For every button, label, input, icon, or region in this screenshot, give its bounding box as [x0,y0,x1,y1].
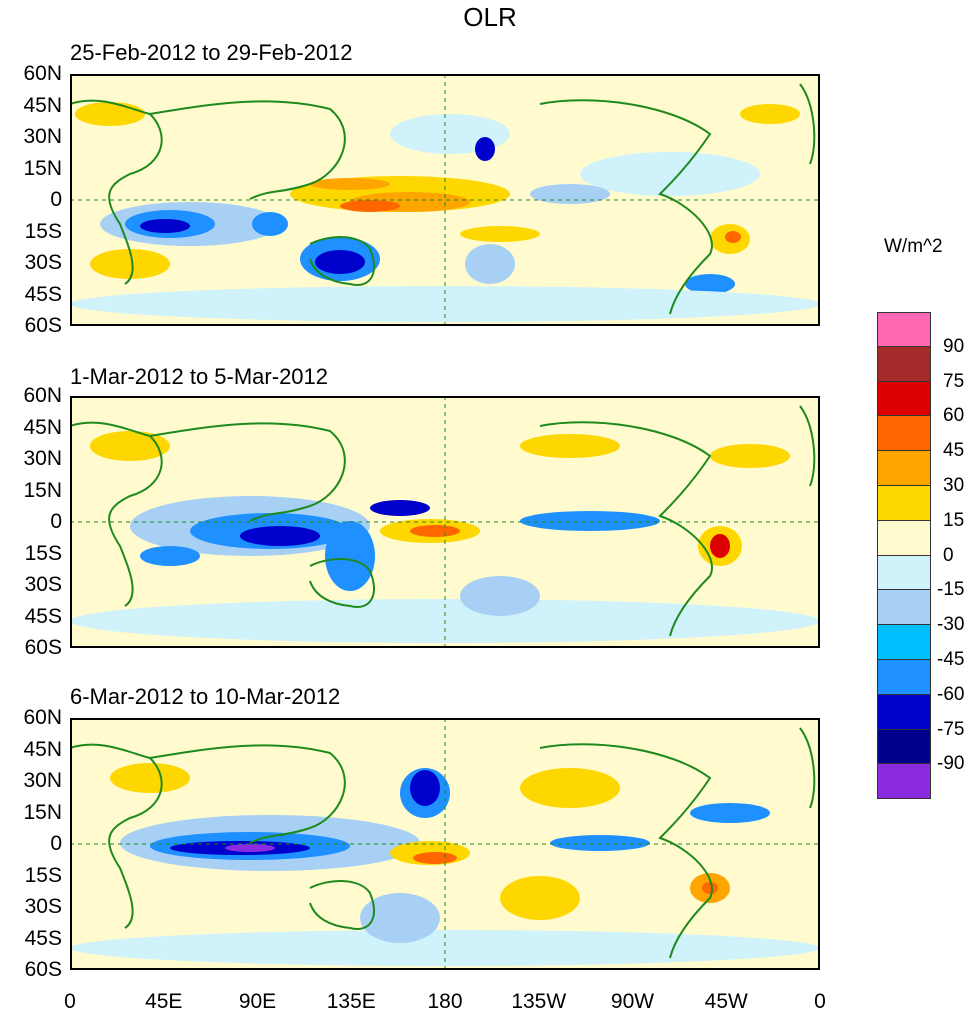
legend-swatch [877,729,931,765]
legend-label: 75 [943,370,965,392]
figure-title: OLR [463,2,517,32]
y-tick-label: 30N [23,769,62,792]
legend-label: -30 [937,614,965,636]
x-tick-label: 90E [238,990,277,1013]
panel-1-title: 25-Feb-2012 to 29-Feb-2012 [70,40,353,65]
legend-swatch [877,625,931,660]
y-tick-label: 0 [50,188,62,211]
x-tick-label: 135W [511,990,567,1013]
x-tick-label: 135E [326,990,376,1013]
legend-swatch [877,590,931,626]
legend-label: 90 [943,335,965,357]
legend-label: -45 [937,649,965,670]
y-tick-label: 45N [23,737,62,761]
x-tick-label: 0 [814,990,826,1013]
legend-label: -90 [937,753,965,775]
color-legend [877,312,931,800]
y-tick-label: 45N [23,93,62,117]
legend-swatch [877,416,931,452]
y-tick-label: 15N [23,156,62,180]
y-tick-label: 60N [23,384,62,407]
coastlines-1 [70,74,820,326]
legend-label: -75 [937,718,965,740]
y-tick-label: 30N [23,447,62,470]
legend-swatch [877,381,931,417]
y-tick-label: 45S [24,926,62,950]
legend-label: -60 [937,683,965,705]
legend-label: -15 [937,579,965,601]
legend-label: 60 [943,405,965,427]
legend-swatch [877,659,931,695]
legend-label: 0 [943,544,954,566]
legend-swatch [877,346,931,382]
legend-swatch [877,312,931,347]
legend-swatch [877,451,931,486]
legend-swatch [877,764,931,800]
y-tick-label: 30S [24,573,62,596]
y-tick-label: 15S [24,219,62,243]
y-tick-label: 45S [24,282,62,306]
y-tick-label: 15S [24,863,62,887]
y-tick-label: 30S [24,251,62,274]
panel-3-title: 6-Mar-2012 to 10-Mar-2012 [70,684,341,709]
map-panel-3 [70,718,820,970]
y-tick-label: 45S [24,604,62,628]
y-tick-label: 60N [23,62,62,85]
y-tick-label: 30N [23,125,62,148]
x-tick-label: 45E [145,990,183,1013]
y-tick-label: 15N [23,478,62,502]
x-tick-label: 90W [610,990,655,1013]
y-tick-label: 45N [23,415,62,439]
y-tick-label: 15S [24,541,62,565]
y-tick-label: 15N [23,800,62,824]
y-tick-label: 60S [24,636,62,659]
map-panel-2 [70,396,820,648]
y-tick-label: 60N [23,706,62,729]
coastlines-3 [70,718,820,970]
y-tick-label: 0 [50,510,62,533]
units-label: W/m^2 [884,236,943,257]
legend-swatch [877,694,931,730]
x-tick-label: 0 [64,990,76,1013]
legend-label: 45 [943,440,965,462]
map-panel-1 [70,74,820,326]
x-tick-label: 180 [427,990,463,1013]
legend-swatch [877,555,931,591]
y-tick-label: 60S [24,314,62,337]
legend-swatch [877,485,931,521]
panel-2-title: 1-Mar-2012 to 5-Mar-2012 [70,364,329,389]
legend-label: 30 [943,475,965,496]
legend-swatch [877,520,931,556]
legend-label: 15 [943,509,965,531]
y-tick-label: 30S [24,895,62,918]
coastlines-2 [70,396,820,648]
y-tick-label: 0 [50,832,62,855]
y-tick-label: 60S [24,958,62,981]
x-tick-label: 45W [704,990,748,1013]
